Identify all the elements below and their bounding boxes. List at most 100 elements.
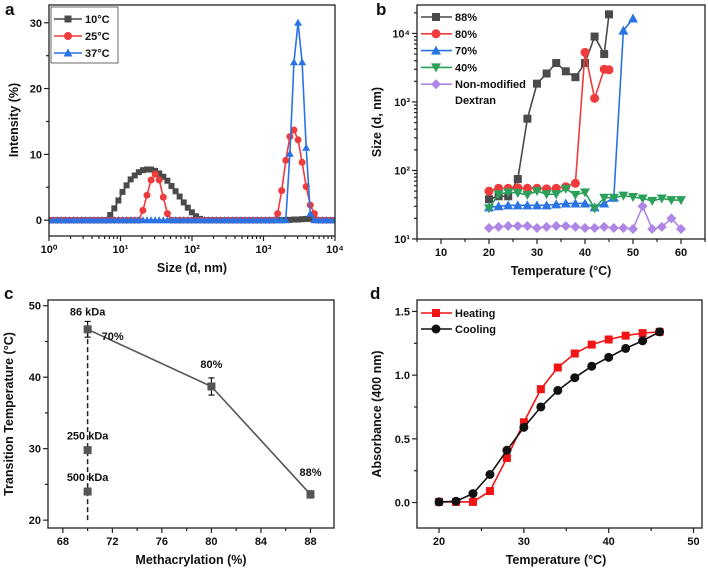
data-point — [600, 50, 609, 59]
data-point — [561, 67, 570, 76]
panel-a-ylabel: Intensity (%) — [7, 83, 21, 157]
plot-frame — [416, 299, 703, 529]
data-point — [604, 65, 614, 75]
panel-b-ylabel: Size (d, nm) — [370, 87, 384, 157]
data-point — [123, 182, 130, 189]
x-tick-label: 10¹ — [113, 244, 129, 256]
data-point — [143, 191, 151, 199]
data-point — [184, 204, 191, 211]
legend-label-line2: Dextran — [455, 95, 496, 107]
y-tick-label: 0 — [36, 215, 42, 227]
x-tick-label: 68 — [57, 536, 69, 548]
plot-area — [49, 18, 335, 224]
data-point — [570, 190, 581, 200]
x-tick-label: 10⁴ — [326, 244, 344, 256]
data-point — [484, 204, 494, 214]
y-tick-label: 10² — [394, 165, 410, 177]
data-point — [299, 216, 306, 223]
data-point — [647, 196, 658, 206]
data-point — [551, 220, 562, 231]
series-line — [439, 331, 660, 503]
data-point — [587, 361, 597, 371]
data-point — [533, 79, 541, 88]
plot-area — [484, 10, 686, 234]
x-tick-label: 10² — [184, 244, 200, 256]
data-point — [618, 222, 629, 233]
data-point — [503, 188, 514, 198]
data-point — [151, 170, 159, 178]
legend-item: 80% — [421, 29, 477, 41]
data-point — [139, 206, 147, 214]
panel-letter-c: c — [4, 284, 13, 303]
data-point — [638, 329, 647, 338]
data-point — [290, 216, 297, 223]
data-point — [307, 215, 314, 222]
data-point — [115, 197, 122, 204]
series-line — [488, 14, 610, 201]
circle-icon — [431, 29, 441, 39]
data-point — [111, 205, 118, 212]
data-point — [638, 336, 648, 346]
data-point — [656, 194, 667, 204]
panel-c: 68 72 76 80 84 88 20 30 40 50 86 kDa 70% 80% 88% 250 k… — [29, 299, 335, 548]
data-point — [294, 136, 302, 144]
data-point — [560, 220, 571, 231]
series-cooling — [434, 327, 665, 507]
plot-frame — [416, 4, 706, 240]
triangle-up-icon — [63, 48, 73, 57]
panel-b: 10 20 30 40 50 60 10¹ 10² 10³ 10⁴ 88% 80% 70% 40% Non-… — [392, 4, 706, 259]
data-point — [502, 453, 511, 462]
plot-frame — [48, 4, 336, 237]
circle-icon — [64, 32, 72, 40]
data-point — [512, 220, 523, 231]
data-point — [484, 222, 494, 233]
data-point — [119, 188, 126, 195]
data-point — [180, 199, 187, 206]
plot-area — [83, 320, 315, 499]
triangle-up-icon — [431, 45, 441, 55]
data-point — [655, 327, 665, 337]
y-tick-label: 20 — [30, 84, 42, 96]
data-point — [589, 222, 600, 233]
data-point — [589, 204, 600, 214]
data-point — [570, 373, 580, 383]
series-line — [488, 18, 634, 209]
panel-a: 10⁰ 10¹ 10² 10³ 10⁴ 0 10 20 30 10°C 25°C 37°C — [30, 4, 344, 256]
data-point — [493, 190, 504, 200]
panel-d-xlabel: Temperature (°C) — [506, 553, 607, 567]
series-88- — [485, 10, 613, 204]
data-point — [536, 385, 545, 394]
data-point — [628, 223, 638, 234]
data-point — [621, 343, 631, 353]
data-point — [513, 175, 522, 184]
data-point — [159, 193, 167, 201]
data-point — [298, 158, 306, 166]
legend-item: Cooling — [421, 324, 496, 336]
data-point — [605, 10, 613, 19]
data-point — [306, 490, 315, 499]
data-point — [188, 209, 195, 216]
diamond-icon — [431, 79, 441, 90]
panel-a-xlabel: Size (d, nm) — [157, 261, 227, 275]
data-point — [160, 173, 167, 180]
data-point — [590, 32, 599, 41]
data-point — [290, 126, 298, 134]
data-point — [618, 191, 629, 201]
x-tick-label: 60 — [675, 247, 687, 259]
data-point — [676, 223, 686, 234]
data-point — [608, 222, 619, 233]
x-tick-label: 30 — [518, 536, 530, 548]
x-tick-label: 76 — [156, 536, 168, 548]
data-point — [107, 211, 114, 218]
data-point — [599, 198, 610, 208]
data-point — [560, 184, 571, 194]
data-point — [551, 190, 562, 200]
data-point — [468, 489, 478, 499]
data-point — [147, 176, 155, 184]
data-point — [330, 216, 335, 224]
data-point — [587, 340, 596, 349]
data-point — [298, 58, 307, 66]
data-point — [302, 143, 311, 151]
data-point — [608, 193, 619, 203]
legend-item: 37°C — [54, 48, 110, 60]
